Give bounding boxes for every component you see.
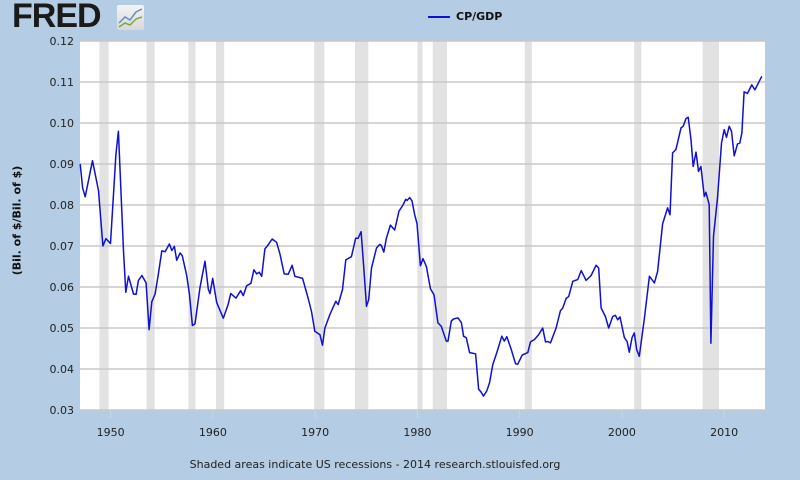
- y-tick-label: 0.04: [50, 363, 75, 376]
- y-tick-label: 0.03: [50, 404, 75, 417]
- y-tick-label: 0.10: [50, 117, 75, 130]
- y-tick-label: 0.07: [50, 240, 75, 253]
- y-tick-label: 0.11: [50, 76, 75, 89]
- y-axis-label: (Bil. of $/Bil. of $): [10, 165, 24, 276]
- recession-band: [417, 41, 423, 410]
- y-tick-label: 0.12: [50, 35, 75, 48]
- footer-note: Shaded areas indicate US recessions - 20…: [189, 458, 561, 471]
- x-tick-label: 2010: [710, 426, 738, 439]
- legend-line-swatch: [428, 15, 450, 18]
- x-tick-label: 1960: [199, 426, 227, 439]
- y-tick-label: 0.06: [50, 281, 75, 294]
- recession-band: [355, 41, 369, 410]
- legend-label: CP/GDP: [456, 10, 503, 23]
- recession-band: [432, 41, 448, 410]
- x-tick-label: 1990: [506, 426, 534, 439]
- recession-band: [146, 41, 155, 410]
- y-tick-label: 0.08: [50, 199, 75, 212]
- recession-band: [524, 41, 532, 410]
- x-tick-label: 1970: [301, 426, 329, 439]
- recession-band: [215, 41, 225, 410]
- recession-band: [188, 41, 196, 410]
- recession-band: [314, 41, 325, 410]
- y-tick-label: 0.05: [50, 322, 75, 335]
- legend: CP/GDP: [428, 10, 502, 23]
- x-tick-label: 1950: [97, 426, 125, 439]
- recession-band: [702, 41, 719, 410]
- y-tick-label: 0.09: [50, 158, 75, 171]
- fred-logo[interactable]: FRED: [12, 0, 102, 35]
- recession-band: [634, 41, 642, 410]
- series-line-cp-gdp: [79, 75, 763, 397]
- fred-chart-logo-icon: [117, 5, 144, 30]
- recession-band: [99, 41, 109, 410]
- x-tick-label: 1980: [403, 426, 431, 439]
- x-tick-label: 2000: [608, 426, 636, 439]
